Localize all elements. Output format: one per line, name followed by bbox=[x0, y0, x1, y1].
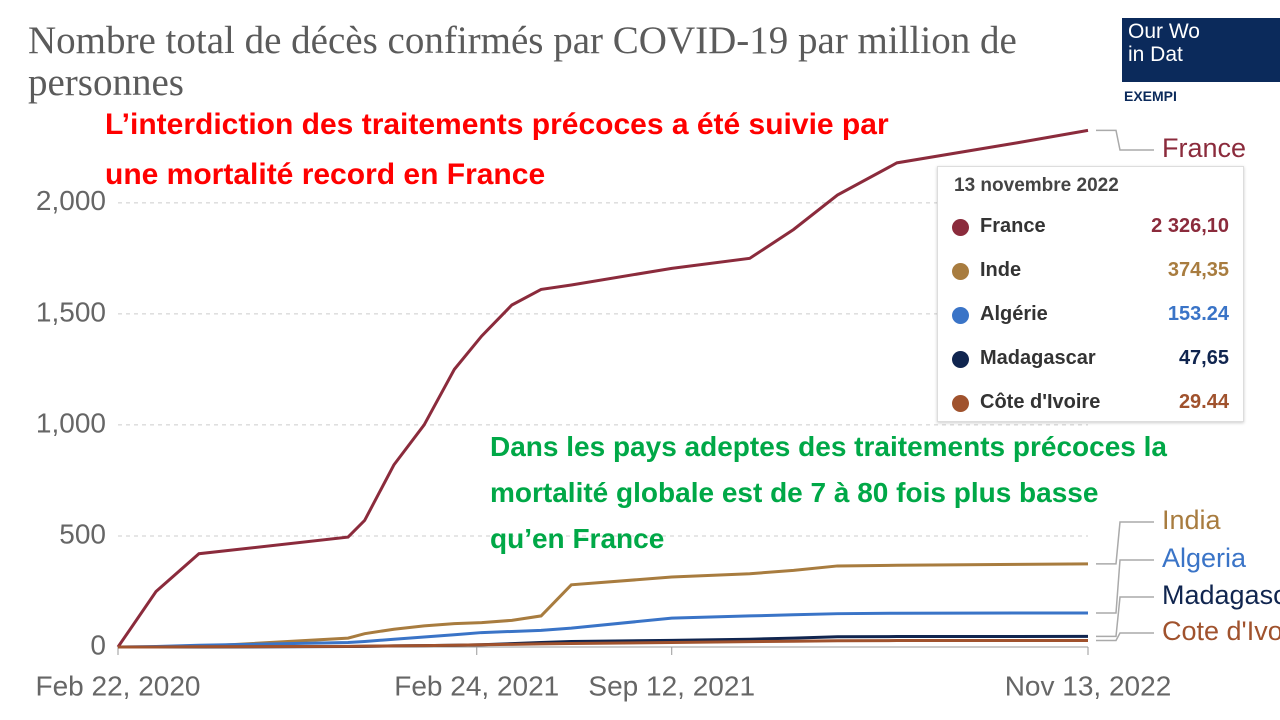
tooltip-dot bbox=[952, 351, 969, 368]
annotation: Dans les pays adeptes des traitements pr… bbox=[490, 431, 1167, 554]
logo-text: in Dat bbox=[1128, 43, 1183, 66]
series-line bbox=[117, 611, 1089, 649]
y-tick-label: 0 bbox=[90, 629, 106, 660]
logo-text: Our Wo bbox=[1128, 20, 1200, 43]
tooltip-name: Inde bbox=[980, 259, 1022, 281]
tooltip-dot bbox=[952, 395, 969, 412]
label-connector bbox=[1096, 129, 1154, 151]
series-label: Madagascar bbox=[1162, 580, 1280, 610]
tooltip-dot bbox=[952, 219, 969, 236]
chart-title: Nombre total de décès confirmés par COVI… bbox=[28, 19, 1017, 104]
y-tick-label: 1,000 bbox=[36, 407, 106, 438]
tooltip: 13 novembre 2022 France 2 326,10 Inde 374,3… bbox=[937, 166, 1244, 422]
series-label: India bbox=[1162, 505, 1222, 535]
tooltip-row: Côte d'Ivoire 29.44 bbox=[952, 391, 1229, 417]
y-tick-label: 1,500 bbox=[36, 296, 106, 327]
tooltip-value: 29.44 bbox=[1178, 391, 1229, 413]
y-tick-label: 500 bbox=[59, 518, 106, 549]
label-connector bbox=[1096, 559, 1154, 614]
series-label: Cote d'Ivoire bbox=[1162, 616, 1280, 646]
tooltip-name: Côte d'Ivoire bbox=[980, 391, 1101, 413]
tooltip-value: 2 326,10 bbox=[1151, 215, 1229, 237]
label-connector bbox=[1096, 596, 1154, 638]
logo: Our Wo in Dat bbox=[1122, 18, 1280, 82]
label-connector bbox=[1096, 632, 1154, 642]
x-tick-label: Sep 12, 2021 bbox=[588, 670, 755, 701]
tooltip-value: 374,35 bbox=[1167, 259, 1229, 281]
label-connector bbox=[1096, 521, 1154, 565]
tooltip-row: Inde 374,35 bbox=[952, 259, 1229, 285]
series-label: Algeria bbox=[1162, 543, 1247, 573]
tooltip-value: 47,65 bbox=[1178, 347, 1229, 369]
tooltip-value: 153.24 bbox=[1167, 303, 1229, 325]
tooltip-date: 13 novembre 2022 bbox=[954, 175, 1119, 196]
series-line bbox=[118, 562, 1089, 649]
series-label: France bbox=[1162, 133, 1246, 163]
logo-badge: EXEMPI bbox=[1124, 88, 1177, 104]
tooltip-row: France 2 326,10 bbox=[952, 215, 1229, 241]
tooltip-name: France bbox=[980, 215, 1046, 237]
tooltip-name: Algérie bbox=[980, 303, 1048, 325]
x-tick-label: Feb 22, 2020 bbox=[35, 670, 200, 701]
x-tick-label: Nov 13, 2022 bbox=[1005, 670, 1172, 701]
series-line bbox=[118, 638, 1089, 649]
x-tick-label: Feb 24, 2021 bbox=[394, 670, 559, 701]
y-tick-label: 2,000 bbox=[36, 185, 106, 216]
tooltip-row: Algérie 153.24 bbox=[952, 303, 1229, 329]
tooltip-name: Madagascar bbox=[980, 347, 1096, 369]
tooltip-dot bbox=[952, 263, 969, 280]
annotation: L’interdiction des traitements précoces … bbox=[105, 108, 889, 191]
series-line bbox=[116, 128, 1089, 648]
tooltip-dot bbox=[952, 307, 969, 324]
tooltip-row: Madagascar 47,65 bbox=[952, 347, 1229, 373]
